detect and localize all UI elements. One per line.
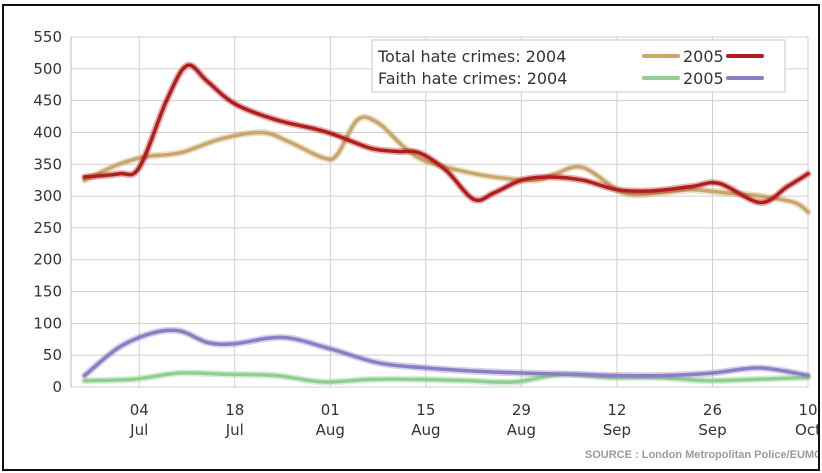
legend: Total hate crimes: 2004 2005 Faith hate … xyxy=(371,39,786,93)
series-line-faith-2005 xyxy=(82,328,810,378)
x-tick-label-month: Aug xyxy=(507,421,536,439)
y-tick-label: 150 xyxy=(33,283,62,301)
x-tick-label-month: Aug xyxy=(411,421,440,439)
y-tick-label: 200 xyxy=(33,251,62,269)
x-tick-label-month: Jul xyxy=(129,421,148,439)
line-chart: 0 50 100 150 200 250 300 350 400 450 500 550 04 Jul 1… xyxy=(33,28,820,461)
legend-label-total-2004: Total hate crimes: 2004 xyxy=(377,47,566,66)
y-tick-label: 0 xyxy=(52,378,62,396)
y-tick-label: 250 xyxy=(33,219,62,237)
y-tick-label: 50 xyxy=(43,346,62,364)
y-tick-label: 100 xyxy=(33,314,62,332)
series-lines xyxy=(81,61,812,386)
x-tick-label-day: 15 xyxy=(416,401,435,419)
y-tick-label: 350 xyxy=(33,155,62,173)
x-tick-label-day: 18 xyxy=(225,401,244,419)
y-tick-label: 300 xyxy=(33,187,62,205)
x-tick-label-day: 29 xyxy=(512,401,531,419)
series-line-total-2004 xyxy=(82,115,810,214)
chart-frame: 0 50 100 150 200 250 300 350 400 450 500 550 04 Jul 1… xyxy=(2,4,820,471)
y-tick-label: 400 xyxy=(33,123,62,141)
legend-label-faith-2005: 2005 xyxy=(683,69,724,88)
y-tick-label: 500 xyxy=(33,60,62,78)
x-tick-label-day: 26 xyxy=(703,401,722,419)
x-tick-label-month: Oct xyxy=(795,421,820,439)
x-tick-label-month: Jul xyxy=(225,421,244,439)
legend-label-faith-2004: Faith hate crimes: 2004 xyxy=(378,69,567,88)
x-axis: 04 Jul 18 Jul 01 Aug 15 Aug 29 Aug 12 Sep 26 Sep 10 Oct xyxy=(129,401,820,439)
legend-label-total-2005: 2005 xyxy=(683,47,724,66)
series-line-total-2005 xyxy=(82,63,810,205)
x-tick-label-day: 01 xyxy=(321,401,340,419)
source-note: SOURCE : London Metropolitan Police/EUMC xyxy=(585,449,820,461)
x-tick-label-day: 12 xyxy=(607,401,626,419)
y-tick-label: 450 xyxy=(33,92,62,110)
series-line-faith-2004 xyxy=(82,371,810,384)
x-tick-label-day: 10 xyxy=(798,401,817,419)
legend-box xyxy=(371,39,786,93)
x-tick-label-day: 04 xyxy=(130,401,149,419)
y-axis: 0 50 100 150 200 250 300 350 400 450 500 550 xyxy=(33,28,62,396)
x-tick-label-month: Sep xyxy=(698,421,726,439)
x-tick-label-month: Sep xyxy=(603,421,631,439)
x-tick-label-month: Aug xyxy=(316,421,345,439)
y-tick-label: 550 xyxy=(33,28,62,46)
